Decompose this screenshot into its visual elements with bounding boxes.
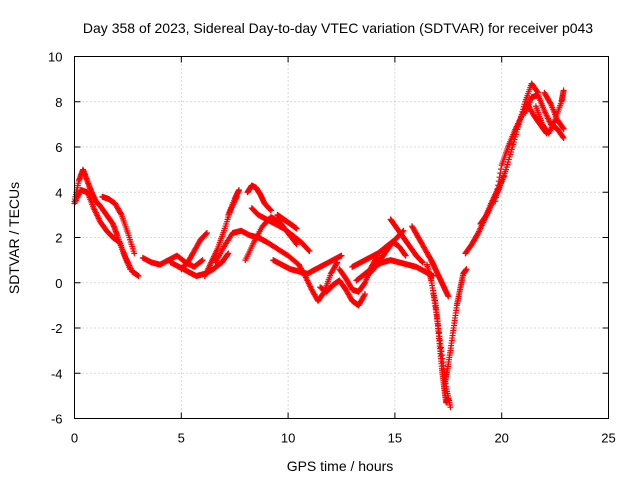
data-point: [267, 206, 274, 213]
y-tick-label: 10: [48, 50, 62, 65]
data-track: [99, 193, 138, 257]
data-point: [131, 250, 138, 257]
data-track: [532, 87, 567, 137]
data-point: [559, 124, 566, 131]
data-point: [224, 251, 231, 258]
data-point: [547, 99, 554, 106]
data-point: [334, 259, 341, 266]
y-tick-label: 6: [55, 140, 62, 155]
data-point: [198, 257, 205, 264]
data-point: [338, 252, 345, 259]
y-tick-label: -4: [51, 366, 63, 381]
data-point: [445, 293, 452, 300]
y-tick-label: -2: [51, 321, 63, 336]
data-point: [495, 182, 502, 189]
data-track: [167, 250, 232, 279]
data-point: [203, 229, 210, 236]
x-tick-label: 5: [178, 431, 185, 446]
data-point: [430, 272, 437, 279]
data-track: [71, 166, 134, 273]
data-point: [493, 190, 500, 197]
data-point: [235, 186, 242, 193]
data-point: [203, 230, 210, 237]
chart-title: Day 358 of 2023, Sidereal Day-to-day VTE…: [83, 20, 593, 36]
data-point: [492, 198, 499, 205]
data-track: [317, 277, 368, 309]
data-point: [497, 170, 504, 177]
y-tick-label: 2: [55, 231, 62, 246]
data-point: [401, 251, 408, 258]
data-point: [333, 260, 340, 267]
x-tick-label: 20: [494, 431, 508, 446]
data-point: [305, 247, 312, 254]
y-tick-label: 0: [55, 276, 62, 291]
data-track: [430, 291, 454, 411]
data-track: [225, 186, 242, 218]
data-point: [135, 272, 142, 279]
data-points: [71, 80, 567, 411]
data-track: [364, 239, 409, 279]
data-track: [242, 214, 300, 264]
data-track: [274, 211, 300, 232]
data-track: [212, 227, 302, 268]
data-track: [441, 266, 470, 390]
data-track: [178, 229, 210, 273]
plot-frame: [74, 56, 609, 419]
data-track: [541, 89, 567, 132]
data-point: [293, 241, 300, 248]
data-point: [418, 258, 425, 265]
data-point: [361, 292, 368, 299]
data-point: [560, 125, 567, 132]
x-tick-label: 10: [281, 431, 295, 446]
data-point: [560, 87, 567, 94]
data-point: [127, 266, 134, 273]
data-point: [497, 166, 504, 173]
y-tick-label: 4: [55, 185, 62, 200]
data-point: [559, 133, 566, 140]
data-track: [387, 216, 426, 266]
data-track: [353, 257, 437, 284]
data-point: [292, 240, 299, 247]
data-point: [199, 257, 206, 264]
data-point: [419, 259, 426, 266]
y-tick-label: -6: [51, 412, 63, 427]
data-point: [447, 404, 454, 411]
data-track: [408, 223, 452, 300]
data-point: [117, 210, 124, 217]
x-axis-ticks: 0 5 10 15 20 25: [71, 56, 616, 446]
data-point: [560, 134, 567, 141]
data-point: [493, 194, 500, 201]
x-tick-label: 0: [71, 431, 78, 446]
y-tick-label: 8: [55, 95, 62, 110]
data-point: [463, 266, 470, 273]
x-tick-label: 25: [601, 431, 615, 446]
y-axis-title: SDTVAR / TECUs: [6, 182, 22, 294]
data-track: [423, 261, 452, 406]
data-track: [522, 91, 567, 141]
data-point: [361, 291, 368, 298]
data-track: [244, 182, 275, 214]
data-track: [295, 259, 341, 304]
data-point: [225, 250, 232, 257]
data-point: [293, 225, 300, 232]
data-point: [495, 178, 502, 185]
x-axis-title: GPS time / hours: [287, 458, 394, 474]
data-point: [306, 248, 313, 255]
x-tick-label: 15: [388, 431, 402, 446]
data-point: [402, 252, 409, 259]
data-point: [496, 174, 503, 181]
data-point: [268, 207, 275, 214]
grid: [74, 56, 609, 419]
data-point: [494, 186, 501, 193]
